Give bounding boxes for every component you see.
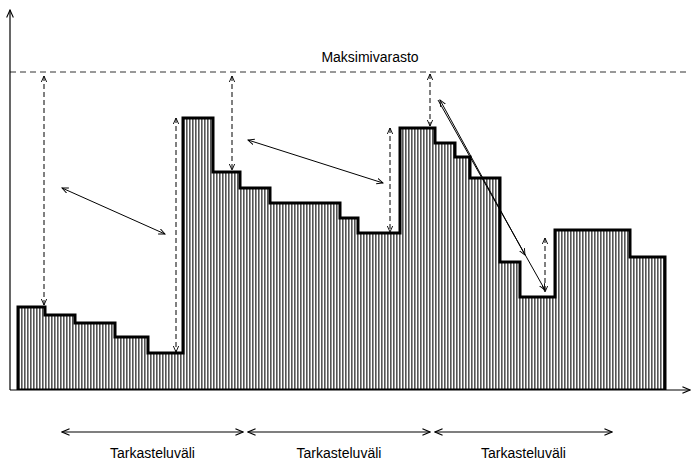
arrow — [430, 74, 431, 126]
arrow — [176, 118, 177, 352]
arrow — [232, 76, 233, 170]
review-intervals: Tarkasteluväli Tarkasteluväli Tarkasteluvä… — [62, 432, 612, 461]
max-level-label: Maksimivarasto — [321, 49, 418, 65]
interval-arrow — [62, 431, 243, 432]
axis-line — [10, 389, 690, 390]
arrow — [438, 100, 545, 290]
interval-arrow — [435, 431, 612, 432]
arrow — [390, 128, 391, 232]
interval-label: Tarkasteluväli — [481, 445, 566, 461]
max-level-line — [10, 72, 690, 73]
order-arrows — [44, 74, 545, 352]
diagram: MaksimivarastoTarkasteluväliTarkasteluvä… — [0, 0, 694, 466]
arrow — [545, 238, 546, 292]
x-axis — [10, 390, 690, 391]
y-axis — [10, 10, 11, 390]
interval-label: Tarkasteluväli — [297, 445, 382, 461]
arrow — [248, 140, 383, 183]
plot-area — [10, 72, 690, 390]
arrow — [62, 188, 165, 234]
interval-label: Tarkasteluväli — [110, 445, 195, 461]
interval-arrow — [248, 431, 430, 432]
arrow — [44, 76, 45, 305]
inventory-level — [18, 118, 665, 390]
axis-line — [9, 10, 10, 390]
